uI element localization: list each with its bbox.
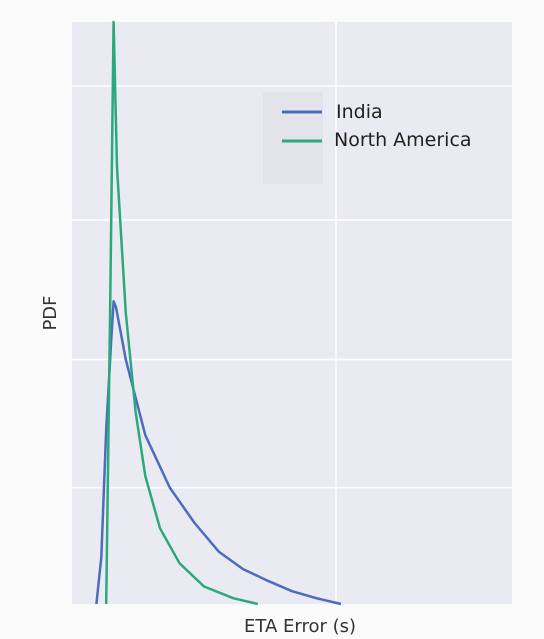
legend-box: [263, 92, 323, 184]
legend-label-india: India: [336, 101, 383, 123]
y-axis-label: PDF: [40, 295, 61, 330]
legend: India North America: [263, 92, 472, 184]
x-axis-label: ETA Error (s): [244, 616, 356, 637]
series-lines: [95, 20, 342, 606]
series-line-north-america: [104, 20, 259, 606]
legend-label-north-america: North America: [334, 129, 472, 151]
grid-lines: [72, 22, 512, 604]
